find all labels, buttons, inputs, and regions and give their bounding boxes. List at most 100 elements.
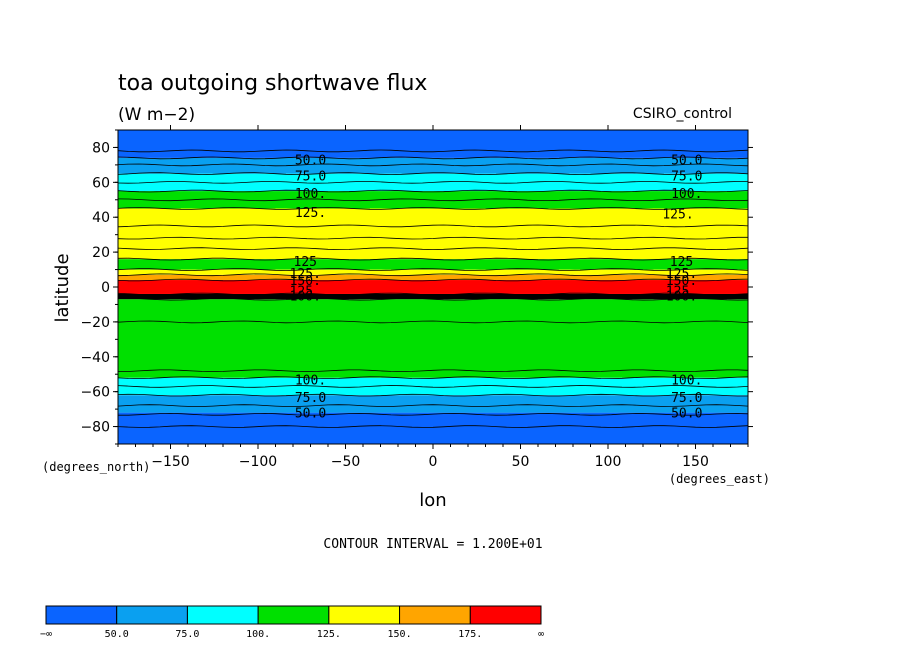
contour-line-24 — [117, 149, 749, 153]
chart-title: toa outgoing shortwave flux — [118, 71, 427, 96]
contour-label-0: 50.0 — [295, 154, 326, 169]
colorbar-swatch-5 — [399, 605, 471, 625]
contour-line-3 — [117, 393, 748, 397]
contour-line-23 — [117, 156, 749, 160]
heatmap-band-13 — [118, 130, 748, 158]
colorbar-label-0: −∞ — [40, 629, 52, 640]
contour-label-8: 100. — [290, 290, 321, 305]
y-tick-label-6: −40 — [80, 350, 110, 366]
heatmap-band-1 — [118, 395, 748, 413]
contour-line-9 — [117, 292, 749, 296]
heatmap-band-8 — [118, 259, 748, 270]
contour-line-0 — [117, 425, 749, 428]
y-tick-label-8: −80 — [80, 420, 110, 436]
contour-line-14 — [117, 247, 749, 250]
contour-label-21: 100. — [671, 373, 702, 388]
x-tick-label-2: −50 — [331, 454, 361, 470]
x-tick-label-3: 0 — [429, 454, 438, 470]
heatmap-band-5 — [118, 280, 748, 294]
contour-line-4 — [117, 385, 749, 388]
colorbar-label-1: 50.0 — [105, 629, 129, 640]
heatmap-bands — [118, 130, 748, 444]
heatmap-band-0 — [118, 412, 748, 444]
contour-line-15 — [117, 236, 748, 240]
x-unit-label: (degrees_east) — [669, 472, 770, 486]
contour-labels: 50.075.0100.125.125125.150.125.100.100.7… — [290, 154, 703, 422]
colorbar-label-6: 175. — [458, 629, 482, 640]
contour-line-16 — [117, 224, 749, 228]
contour-label-6: 150. — [290, 274, 321, 289]
x-axis-label: lon — [419, 490, 446, 511]
y-axis-label: latitude — [52, 253, 73, 322]
contour-line-10 — [117, 278, 749, 282]
contour-label-14: 100. — [671, 187, 702, 202]
heatmap-band-6 — [118, 274, 748, 281]
x-tick-label-6: 150 — [682, 454, 709, 470]
contour-interval: CONTOUR INTERVAL = 1.200E+01 — [323, 537, 542, 552]
contour-label-7: 125. — [290, 284, 321, 299]
heatmap-band-3 — [118, 299, 748, 378]
x-tick-label-1: −100 — [239, 454, 277, 470]
colorbar-swatch-0 — [45, 605, 118, 625]
y-unit-label: (degrees_north) — [42, 460, 150, 474]
contour-label-10: 75.0 — [295, 391, 326, 406]
contour-line-7 — [117, 320, 749, 324]
heatmap-band-4 — [118, 293, 748, 300]
colorbar-swatch-6 — [469, 605, 542, 625]
x-axis: −150 −100 −50 0 50 100 150 — [117, 125, 749, 470]
y-tick-label-5: −20 — [80, 315, 110, 331]
contour-line-2 — [117, 404, 749, 407]
colorbar-label-3: 100. — [246, 629, 270, 640]
contour-label-15: 125. — [662, 208, 693, 223]
contour-label-5: 125. — [290, 267, 321, 282]
contour-line-1 — [118, 412, 749, 416]
y-tick-label-2: 40 — [92, 210, 110, 226]
contour-line-19 — [117, 189, 749, 193]
heatmap-band-9 — [118, 208, 748, 260]
colorbar-swatch-3 — [257, 605, 330, 625]
heatmap-band-2 — [118, 377, 748, 396]
x-tick-label-4: 50 — [512, 454, 530, 470]
colorbar: −∞ 50.0 75.0 100. 125. 150. 175. ∞ — [40, 605, 544, 640]
contour-label-3: 125. — [295, 206, 326, 221]
contour-label-19: 125. — [666, 284, 697, 299]
heatmap-band-12 — [118, 157, 748, 174]
contour-lines — [117, 149, 749, 428]
y-axis: 80 60 40 20 0 −20 −40 −60 −80 — [80, 129, 753, 445]
contour-line-20 — [117, 181, 748, 184]
y-tick-label-7: −60 — [80, 385, 110, 401]
x-tick-label-5: 100 — [595, 454, 622, 470]
colorbar-label-5: 150. — [388, 629, 412, 640]
y-tick-label-4: 0 — [101, 280, 110, 296]
colorbar-label-7: ∞ — [538, 629, 544, 640]
colorbar-label-4: 125. — [317, 629, 341, 640]
contour-label-20: 100. — [666, 290, 697, 305]
contour-line-17 — [117, 207, 749, 210]
y-tick-label-3: 20 — [92, 245, 110, 261]
contour-line-12 — [117, 268, 749, 271]
contour-label-13: 75.0 — [671, 169, 702, 184]
contour-label-2: 100. — [295, 187, 326, 202]
x-tick-label-0: −150 — [151, 454, 189, 470]
contour-label-18: 150. — [666, 274, 697, 289]
contour-label-4: 125 — [294, 255, 317, 270]
heatmap-band-7 — [118, 269, 748, 275]
contour-label-12: 50.0 — [671, 154, 702, 169]
contour-label-16: 125 — [670, 255, 693, 270]
colorbar-label-2: 75.0 — [175, 629, 199, 640]
contour-line-8 — [117, 297, 749, 301]
contour-label-1: 75.0 — [295, 169, 326, 184]
colorbar-swatch-2 — [186, 605, 259, 625]
y-tick-label-1: 60 — [92, 175, 110, 191]
contour-line-11 — [117, 273, 749, 277]
contour-label-23: 50.0 — [671, 407, 702, 422]
contour-line-22 — [117, 163, 749, 167]
contour-line-18 — [117, 198, 749, 202]
contour-line-5 — [117, 376, 749, 380]
y-tick-label-0: 80 — [92, 140, 110, 156]
contour-line-21 — [117, 172, 749, 175]
dataset-label: CSIRO_control — [633, 106, 732, 122]
colorbar-swatch-4 — [328, 605, 401, 625]
units-label: (W m−2) — [118, 105, 195, 125]
contour-label-17: 125. — [666, 267, 697, 282]
